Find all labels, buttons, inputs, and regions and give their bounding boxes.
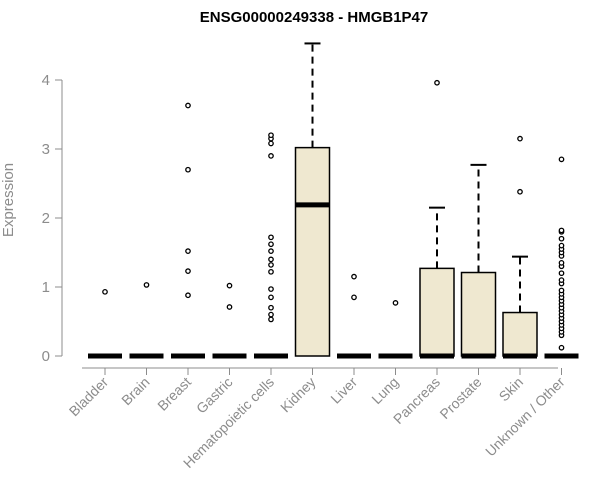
outlier-point	[558, 259, 565, 266]
outlier-point	[268, 132, 274, 139]
outlier-point	[268, 316, 274, 323]
outlier-point	[185, 268, 191, 274]
outlier-point	[185, 248, 191, 254]
outlier-point	[434, 79, 440, 86]
outlier-point	[268, 140, 274, 147]
box-12	[544, 156, 579, 359]
outlier-point	[143, 282, 150, 288]
outlier-point	[185, 292, 191, 299]
y-tick-label: 2	[42, 210, 50, 227]
outlier-point	[558, 227, 565, 234]
y-tick-label: 0	[42, 348, 50, 365]
box-11	[502, 135, 538, 359]
box-body	[294, 146, 331, 357]
outlier-point	[268, 262, 274, 268]
box-6	[294, 42, 331, 357]
box-4	[212, 282, 247, 359]
x-tick-label: Kidney	[277, 374, 319, 416]
box-2	[129, 282, 164, 359]
outlier-point	[351, 294, 357, 301]
outlier-point	[268, 248, 274, 254]
x-tick-label: Bladder	[66, 374, 112, 420]
outlier-point	[185, 166, 191, 173]
outlier-point	[558, 242, 565, 249]
box-7	[337, 273, 371, 359]
chart-title: ENSG00000249338 - HMGB1P47	[200, 9, 428, 26]
outlier-point	[558, 156, 565, 163]
outlier-point	[268, 294, 274, 301]
box-5	[254, 132, 288, 359]
outlier-point	[351, 273, 357, 280]
y-tick-label: 3	[42, 141, 50, 158]
box-body	[419, 267, 455, 357]
outlier-point	[102, 288, 108, 295]
outlier-point	[392, 300, 399, 306]
box-3	[171, 102, 205, 359]
outlier-point	[268, 256, 274, 263]
outlier-point	[226, 304, 233, 310]
box-8	[378, 300, 413, 359]
x-tick-label: Brain	[118, 374, 152, 408]
outlier-point	[268, 268, 274, 275]
outlier-point	[185, 102, 191, 109]
x-tick-label: Prostate	[436, 374, 484, 422]
outlier-point	[268, 153, 274, 159]
outlier-point	[226, 282, 233, 289]
outlier-point	[268, 286, 274, 292]
outlier-point	[268, 304, 274, 311]
outlier-point	[558, 344, 565, 351]
y-ticks: 0 1 2 3 4	[42, 72, 62, 365]
x-tick-label: Liver	[327, 374, 360, 407]
box-10	[460, 163, 497, 359]
outlier-point	[268, 241, 274, 248]
box-1	[88, 288, 122, 359]
y-axis-label: Expression	[0, 163, 17, 237]
x-tick-label: Skin	[496, 374, 527, 405]
x-tick-label: Unknown / Other	[482, 374, 568, 460]
outlier-point	[558, 270, 565, 277]
outlier-point	[268, 234, 274, 241]
outlier-point	[268, 311, 274, 318]
outlier-point	[558, 287, 565, 294]
outlier-point	[558, 235, 565, 242]
box-body	[502, 311, 538, 357]
x-tick-label: Lung	[368, 374, 401, 407]
y-tick-label: 1	[42, 279, 50, 296]
outlier-point	[558, 277, 565, 283]
outlier-point	[517, 188, 523, 195]
plot-area	[88, 42, 579, 359]
box-body	[460, 271, 497, 357]
outlier-point	[517, 135, 523, 142]
y-tick-label: 4	[42, 72, 50, 89]
x-tick-label: Breast	[154, 374, 194, 414]
box-9	[419, 79, 455, 359]
